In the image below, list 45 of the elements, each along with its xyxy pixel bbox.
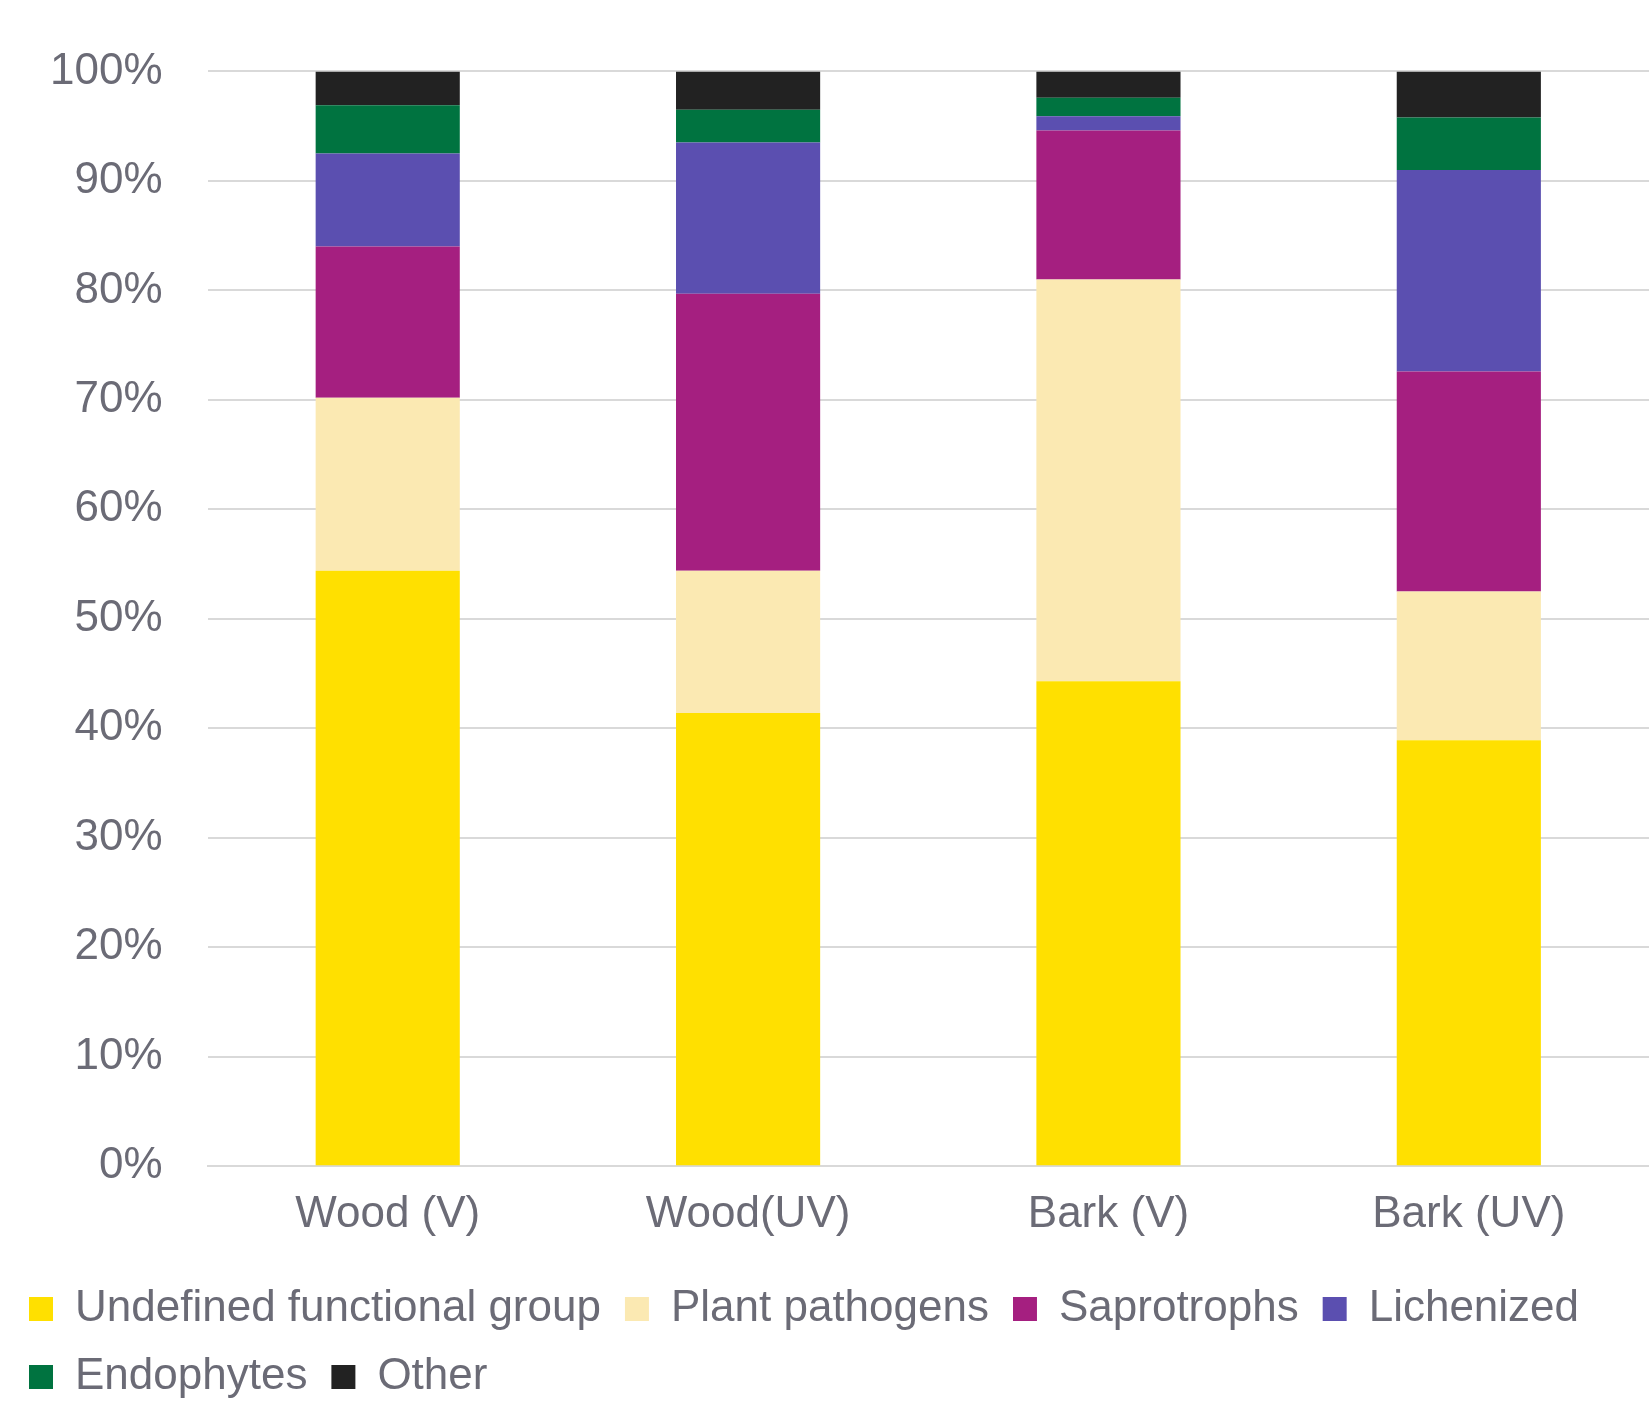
bar bbox=[676, 712, 821, 1166]
bar bbox=[1396, 591, 1541, 741]
y-tick-label: 40% bbox=[74, 700, 163, 750]
bar bbox=[676, 570, 821, 713]
bar bbox=[1036, 279, 1181, 682]
legend-label: Undefined functional group bbox=[75, 1281, 601, 1331]
y-tick-label: 30% bbox=[74, 809, 163, 859]
legend-label: Saprotrophs bbox=[1058, 1281, 1299, 1331]
legend-label: Lichenized bbox=[1368, 1281, 1580, 1331]
bar bbox=[1036, 130, 1181, 280]
bar bbox=[676, 109, 821, 143]
x-tick-label: Bark (UV) bbox=[1372, 1186, 1566, 1236]
legend-label: Plant pathogens bbox=[670, 1281, 989, 1331]
bar bbox=[676, 142, 821, 294]
y-tick-label: 60% bbox=[74, 481, 163, 531]
bar bbox=[315, 71, 460, 106]
bar bbox=[1396, 740, 1541, 1166]
bar bbox=[315, 397, 460, 571]
legend-label: Endophytes bbox=[75, 1349, 308, 1399]
bar bbox=[315, 246, 460, 398]
bar bbox=[1036, 681, 1181, 1166]
legend-label: Other bbox=[377, 1349, 488, 1399]
y-tick-label: 80% bbox=[74, 262, 163, 312]
bar bbox=[1036, 71, 1181, 98]
bar bbox=[1396, 71, 1541, 118]
y-tick-label: 90% bbox=[74, 153, 163, 203]
x-tick-label: Wood (V) bbox=[295, 1186, 481, 1236]
y-tick-label: 50% bbox=[74, 590, 163, 640]
y-tick-label: 0% bbox=[98, 1138, 163, 1188]
x-tick-label: Bark (V) bbox=[1027, 1186, 1190, 1236]
bar bbox=[1396, 117, 1541, 170]
x-tick-label: Wood(UV) bbox=[645, 1186, 851, 1236]
bar bbox=[676, 71, 821, 110]
y-tick-label: 10% bbox=[74, 1028, 163, 1078]
y-tick-label: 70% bbox=[74, 371, 163, 421]
bar bbox=[1036, 97, 1181, 117]
bar bbox=[1396, 169, 1541, 372]
bar bbox=[1396, 371, 1541, 592]
y-tick-label: 100% bbox=[49, 43, 163, 93]
bar bbox=[315, 105, 460, 154]
bar bbox=[315, 570, 460, 1166]
bar bbox=[676, 293, 821, 571]
y-tick-label: 20% bbox=[74, 919, 163, 969]
bar bbox=[1036, 116, 1181, 131]
bar bbox=[315, 153, 460, 247]
